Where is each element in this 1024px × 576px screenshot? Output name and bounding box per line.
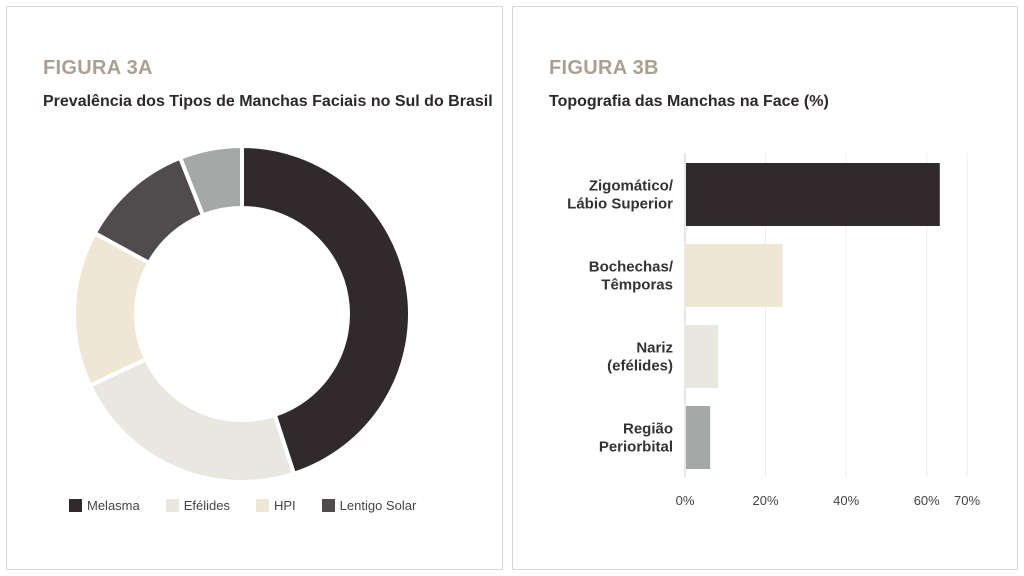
legend-item-lentigo-solar: Lentigo Solar <box>321 498 417 513</box>
figure-3b-title: Topografia das Manchas na Face (%) <box>549 93 829 110</box>
x-tick-label: 40% <box>833 493 859 508</box>
legend-swatch <box>256 499 269 512</box>
x-tick-label: 0% <box>676 493 695 508</box>
legend-item-melasma: Melasma <box>69 498 140 513</box>
legend-label: HPI <box>274 498 296 513</box>
category-label: Zigomático/ <box>589 178 674 195</box>
legend-label: Melasma <box>87 498 140 513</box>
figure-3a-panel: FIGURA 3A Prevalência dos Tipos de Manch… <box>6 6 503 570</box>
legend-label: Efélides <box>183 498 230 513</box>
legend-swatch <box>69 499 82 512</box>
legend-item-efelides: Efélides <box>165 498 230 513</box>
bar-regiao-periorbital <box>686 406 711 469</box>
legend-item-hpi: HPI <box>256 498 296 513</box>
legend-label: Lentigo Solar <box>339 498 417 513</box>
category-label: Bochechas/ <box>589 259 674 276</box>
bar-nariz-efelides <box>686 325 719 388</box>
bar-bochechas-temporas <box>686 244 783 307</box>
x-tick-label: 70% <box>954 493 980 508</box>
bar-zigomatico-labio-superior <box>686 163 940 226</box>
donut-chart <box>72 143 412 484</box>
category-label: Nariz <box>636 340 673 357</box>
legend-swatch <box>165 499 179 512</box>
figure-3a-label: FIGURA 3A <box>43 57 153 79</box>
category-label: Lábio Superior <box>567 196 673 213</box>
figure-3b-label: FIGURA 3B <box>549 57 659 79</box>
category-label: Periorbital <box>599 439 673 456</box>
donut-slice-outros <box>177 143 244 219</box>
donut-slice-efelides <box>87 356 297 484</box>
figure-3a-title: Prevalência dos Tipos de Manchas Faciais… <box>43 93 493 110</box>
x-tick-label: 60% <box>914 493 940 508</box>
category-label: (efélides) <box>607 358 673 375</box>
donut-slice-melasma <box>240 143 412 477</box>
category-label: Têmporas <box>601 277 673 294</box>
figure-3b-panel: FIGURA 3B Topografia das Manchas na Face… <box>512 6 1018 570</box>
donut-legend: Melasma Efélides HPI Lentigo Solar <box>69 498 442 513</box>
category-label: Região <box>623 421 673 438</box>
legend-swatch <box>321 499 335 512</box>
x-tick-label: 20% <box>753 493 779 508</box>
bar-chart: Zigomático/Lábio Superior Bochechas/Têmpo… <box>567 153 980 508</box>
